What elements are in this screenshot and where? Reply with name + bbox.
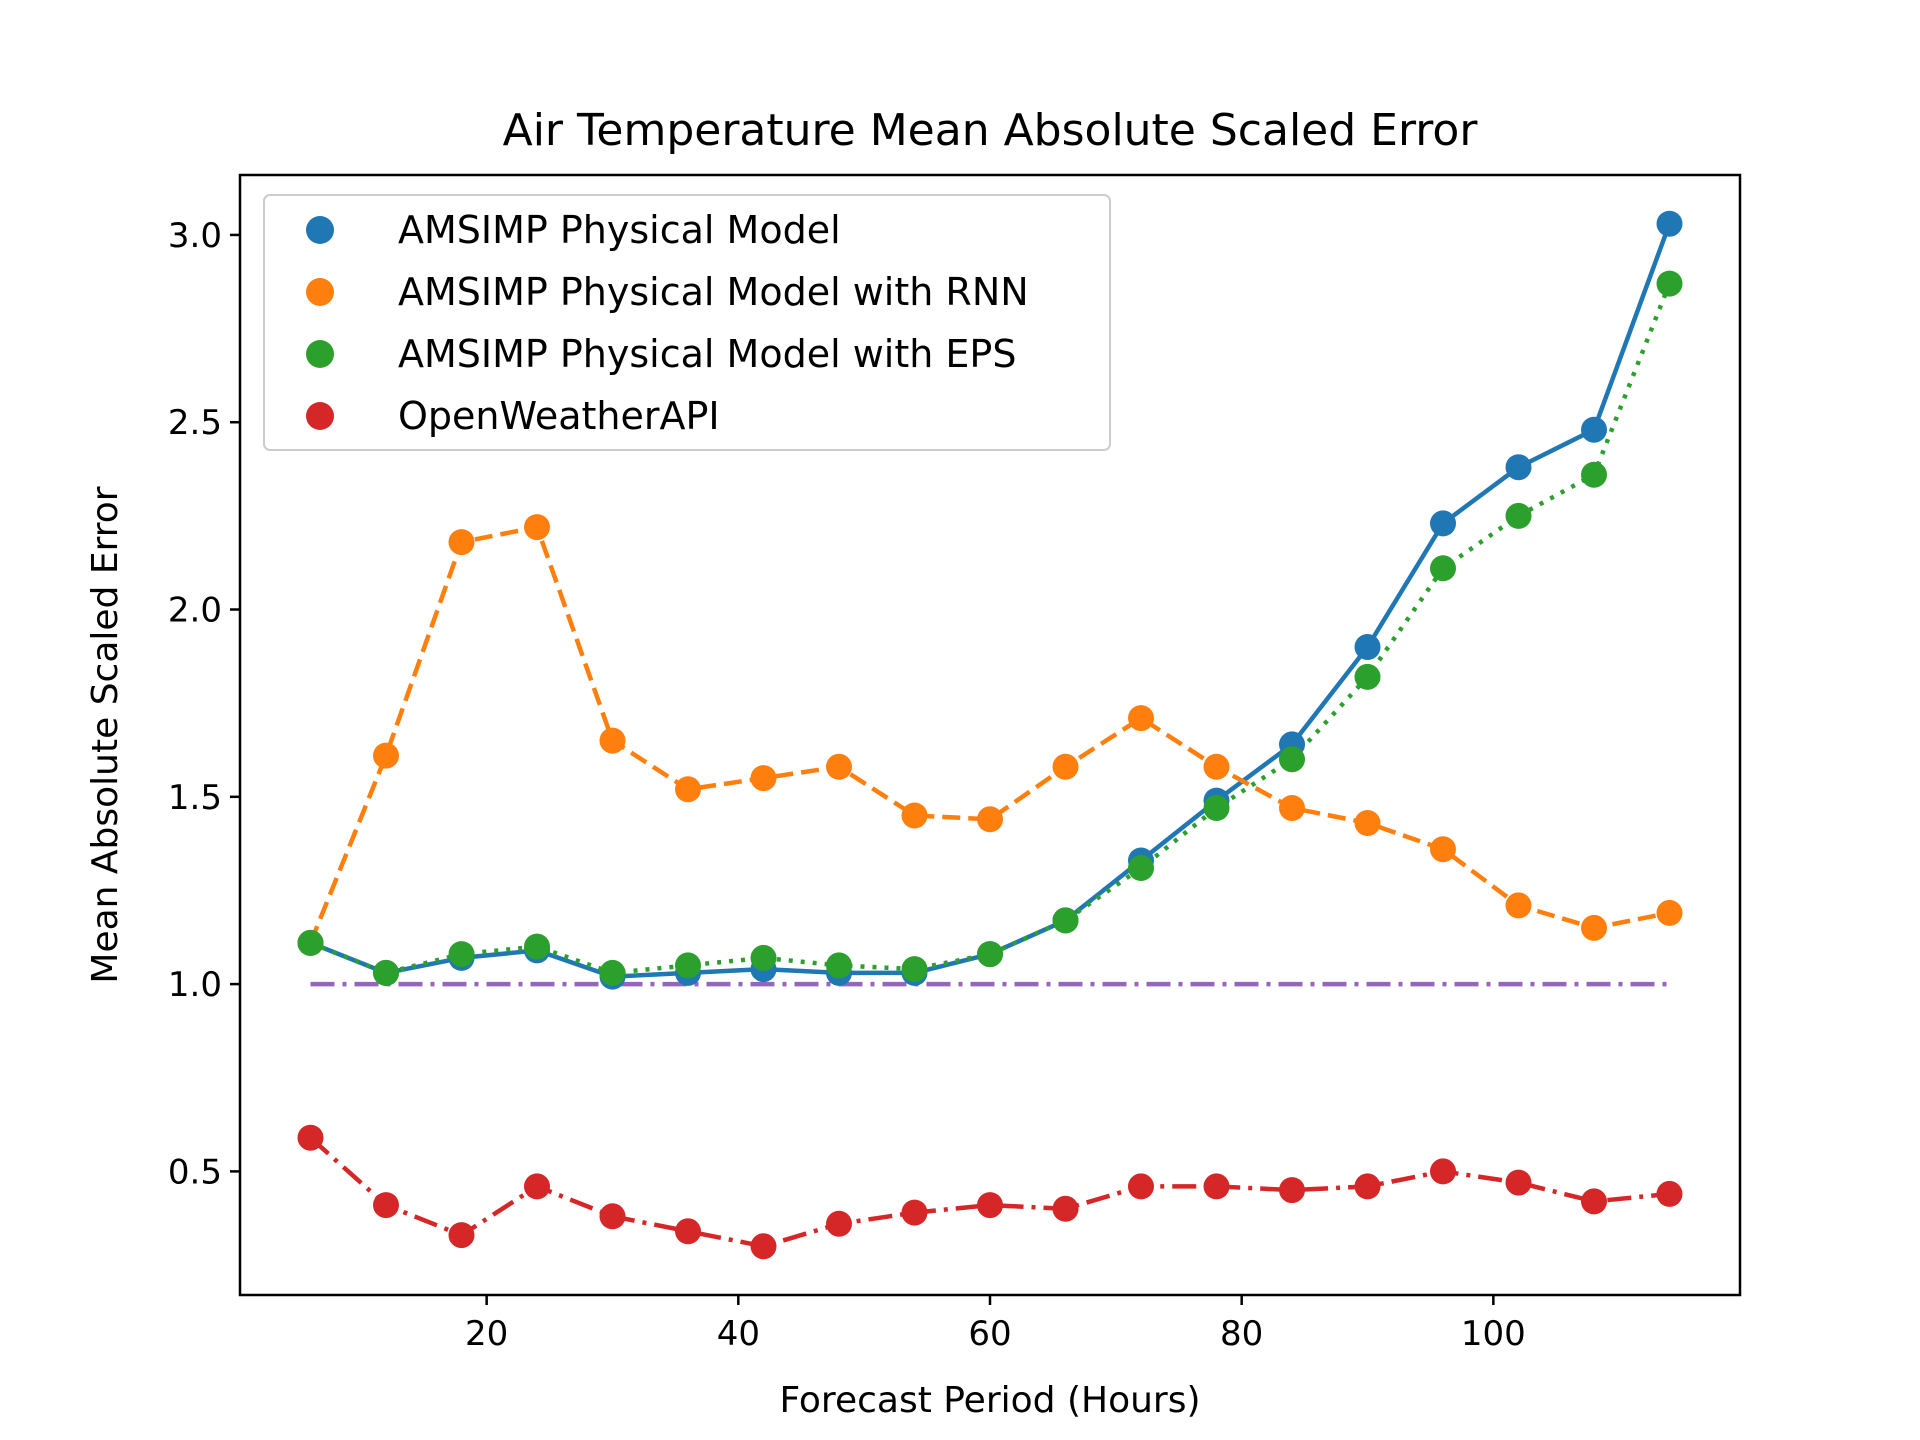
series-3-point [750, 944, 777, 971]
legend-marker-2 [306, 278, 334, 306]
series-3-point [1430, 555, 1456, 582]
series-3-point [1656, 270, 1683, 297]
series-3-point [1354, 663, 1381, 690]
y-tick-label: 3.0 [168, 216, 222, 256]
series-3-point [1581, 461, 1607, 488]
series-1-point [1430, 510, 1456, 537]
series-3-point [524, 933, 550, 960]
series-4-point [750, 1233, 777, 1260]
series-4-point [599, 1203, 626, 1230]
series-1-point [1505, 454, 1532, 481]
x-tick-label: 40 [717, 1314, 760, 1354]
series-2-point [1052, 753, 1079, 780]
y-axis-label: Mean Absolute Scaled Error [85, 486, 126, 983]
series-3-point [1279, 746, 1305, 773]
y-tick-label: 1.5 [168, 778, 222, 818]
series-4-point [1656, 1180, 1683, 1207]
legend-label-4: OpenWeatherAPI [398, 394, 720, 438]
x-tick-label: 80 [1220, 1314, 1263, 1354]
y-tick-label: 2.0 [168, 591, 222, 631]
series-3-point [1203, 795, 1230, 821]
series-4-point [1505, 1169, 1532, 1196]
series-2-point [373, 742, 399, 769]
series-2-point [1430, 836, 1456, 863]
series-3-point [826, 952, 852, 979]
legend-marker-1 [306, 216, 334, 244]
series-4-point [1581, 1188, 1607, 1215]
axis-ticks: 20 40 60 80 100 0.5 1.0 1.5 2.0 2.5 3.0 [168, 216, 1526, 1354]
series-3-point [373, 959, 399, 986]
series-4-point [1052, 1195, 1079, 1222]
series-1-point [1354, 634, 1381, 660]
chart-title: Air Temperature Mean Absolute Scaled Err… [503, 105, 1479, 156]
legend-label-3: AMSIMP Physical Model with EPS [398, 332, 1016, 376]
legend: AMSIMP Physical Model AMSIMP Physical Mod… [263, 194, 1111, 451]
series-2-point [901, 802, 928, 829]
x-tick-label: 100 [1461, 1314, 1526, 1354]
series-4-point [1430, 1158, 1456, 1185]
legend-label-1: AMSIMP Physical Model [398, 208, 841, 252]
series-2-point [977, 806, 1003, 833]
series-2-point [524, 514, 550, 541]
series-4-point [826, 1210, 852, 1237]
series-2-point [1279, 795, 1305, 821]
series-4-point [675, 1218, 701, 1245]
y-tick-label: 1.0 [168, 965, 222, 1005]
x-axis-label: Forecast Period (Hours) [779, 1380, 1200, 1421]
series-2-point [1128, 705, 1154, 732]
x-tick-label: 60 [968, 1314, 1011, 1354]
series-3-point [297, 929, 324, 956]
series-3-point [599, 959, 626, 986]
series-2-point [750, 765, 777, 792]
series-2-point [1354, 810, 1381, 836]
series-4-point [1354, 1173, 1381, 1200]
x-tick-label: 20 [465, 1314, 508, 1354]
series-2-point [1203, 753, 1230, 780]
series-2-point [1656, 899, 1683, 926]
series-2-point [675, 776, 701, 803]
series-4-point [901, 1199, 928, 1226]
series-4-point [373, 1192, 399, 1219]
legend-marker-4 [306, 402, 334, 430]
series-2-point [1505, 892, 1532, 919]
series-3-point [901, 956, 928, 983]
series-1-point [1656, 210, 1683, 237]
legend-marker-3 [306, 340, 334, 368]
series-2-point [826, 753, 852, 780]
y-tick-label: 0.5 [168, 1152, 222, 1192]
series-3-point [675, 952, 701, 979]
series-3-point [1052, 907, 1079, 934]
series-2-point [448, 529, 475, 556]
series-3-point [1505, 502, 1532, 529]
series-4-point [1203, 1173, 1230, 1200]
y-tick-label: 2.5 [168, 403, 222, 443]
plot-area [297, 210, 1683, 1260]
series-2-point [1581, 914, 1607, 941]
series-1-point [1581, 416, 1607, 443]
series-4-point [977, 1192, 1003, 1219]
series-3-point [1128, 855, 1154, 881]
series-4-point [297, 1124, 324, 1151]
series-4-point [524, 1173, 550, 1200]
legend-label-2: AMSIMP Physical Model with RNN [398, 270, 1029, 314]
series-2-point [599, 727, 626, 754]
legend-box [263, 194, 1111, 451]
series-4-point [1279, 1177, 1305, 1204]
series-3-point [448, 941, 475, 968]
series-3-point [977, 941, 1003, 968]
series-4-point [448, 1222, 475, 1249]
series-4-point [1128, 1173, 1154, 1200]
